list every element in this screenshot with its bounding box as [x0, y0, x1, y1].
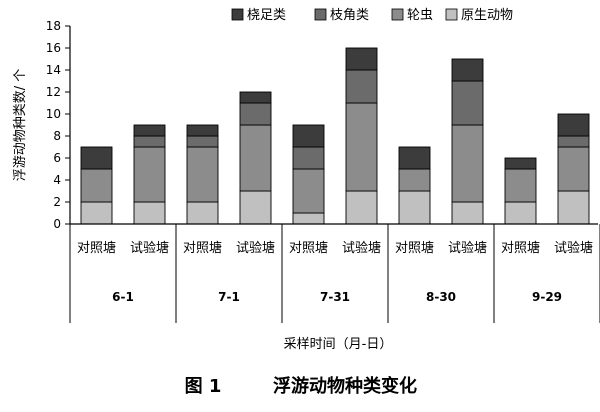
y-tick-label: 12: [46, 85, 61, 99]
category-label: 试验塘: [448, 240, 487, 256]
bar-segment-4: [239, 91, 272, 104]
category-label: 对照塘: [395, 240, 434, 256]
y-tick-label: 4: [53, 173, 61, 187]
bar-segment-1: [557, 190, 590, 225]
y-tick-label: 16: [46, 41, 61, 55]
legend-swatch: [314, 8, 327, 21]
bar-segment-3: [451, 80, 484, 126]
bars-layer: [80, 47, 590, 225]
legend-label: 原生动物: [461, 8, 513, 23]
y-tick-label: 10: [46, 107, 61, 121]
bar-segment-2: [292, 168, 325, 214]
bar-segment-2: [345, 102, 378, 192]
bar-segment-2: [239, 124, 272, 192]
legend-label: 轮虫: [407, 8, 433, 23]
bar-segment-2: [398, 168, 431, 192]
category-label: 试验塘: [236, 240, 275, 256]
bar-segment-1: [398, 190, 431, 225]
bar-segment-4: [80, 146, 113, 170]
y-axis-title: 浮游动物种类数/ 个: [13, 69, 28, 182]
group-label: 9-29: [532, 290, 562, 304]
axes-layer: [69, 26, 598, 225]
group-label: 7-31: [320, 290, 350, 304]
category-label: 试验塘: [342, 240, 381, 256]
legend-swatch: [391, 8, 404, 21]
category-label: 对照塘: [183, 240, 222, 256]
group-label: 8-30: [426, 290, 456, 304]
bar-segment-4: [345, 47, 378, 71]
bar-segment-1: [345, 190, 378, 225]
bar-segment-4: [451, 58, 484, 82]
bar-segment-2: [186, 146, 219, 203]
bar-segment-2: [451, 124, 484, 203]
bar-segment-4: [504, 157, 537, 170]
group-label: 7-1: [218, 290, 240, 304]
y-tick-label: 8: [53, 129, 61, 143]
category-label: 对照塘: [77, 240, 116, 256]
bar-segment-4: [133, 124, 166, 137]
y-ticks: 0 2 4 6 8 10 12 14 16 18: [46, 19, 70, 231]
bar-segment-3: [133, 135, 166, 148]
bar-segment-3: [345, 69, 378, 104]
bar-segment-1: [292, 212, 325, 225]
bar-segment-1: [504, 201, 537, 225]
figure-caption: 浮游动物种类变化: [273, 375, 417, 397]
group-label: 6-1: [112, 290, 134, 304]
legend-label: 桡足类: [247, 8, 286, 23]
bar-segment-4: [186, 124, 219, 137]
figure-number: 图 1: [185, 376, 222, 397]
bar-segment-4: [292, 124, 325, 148]
category-label: 试验塘: [130, 240, 169, 256]
y-tick-label: 2: [53, 195, 61, 209]
legend: 桡足类 枝角类 轮虫 原生动物: [231, 8, 513, 23]
bar-segment-4: [557, 113, 590, 137]
y-tick-label: 18: [46, 19, 61, 33]
y-tick-label: 14: [46, 63, 61, 77]
legend-swatch: [445, 8, 458, 21]
bar-segment-1: [133, 201, 166, 225]
group-labels: 6-1 7-1 7-31 8-30 9-29: [69, 224, 600, 323]
bar-segment-1: [239, 190, 272, 225]
bar-segment-2: [557, 146, 590, 192]
bar-segment-4: [398, 146, 431, 170]
bar-segment-3: [239, 102, 272, 126]
category-label: 对照塘: [501, 240, 540, 256]
bar-segment-3: [292, 146, 325, 170]
bar-segment-2: [133, 146, 166, 203]
bar-segment-1: [186, 201, 219, 225]
bar-segment-3: [557, 135, 590, 148]
category-label: 试验塘: [554, 240, 593, 256]
category-label: 对照塘: [289, 240, 328, 256]
x-axis-title: 采样时间（月-日）: [284, 337, 393, 352]
bar-segment-1: [80, 201, 113, 225]
y-tick-label: 0: [53, 217, 61, 231]
category-labels: 对照塘 试验塘 对照塘 试验塘 对照塘 试验塘 对照塘 试验塘 对照塘 试验塘: [77, 240, 593, 256]
bar-segment-1: [451, 201, 484, 225]
legend-label: 枝角类: [330, 8, 369, 23]
bar-segment-2: [504, 168, 537, 203]
legend-swatch: [231, 8, 244, 21]
bar-segment-2: [80, 168, 113, 203]
bar-segment-3: [186, 135, 219, 148]
y-tick-label: 6: [53, 151, 61, 165]
